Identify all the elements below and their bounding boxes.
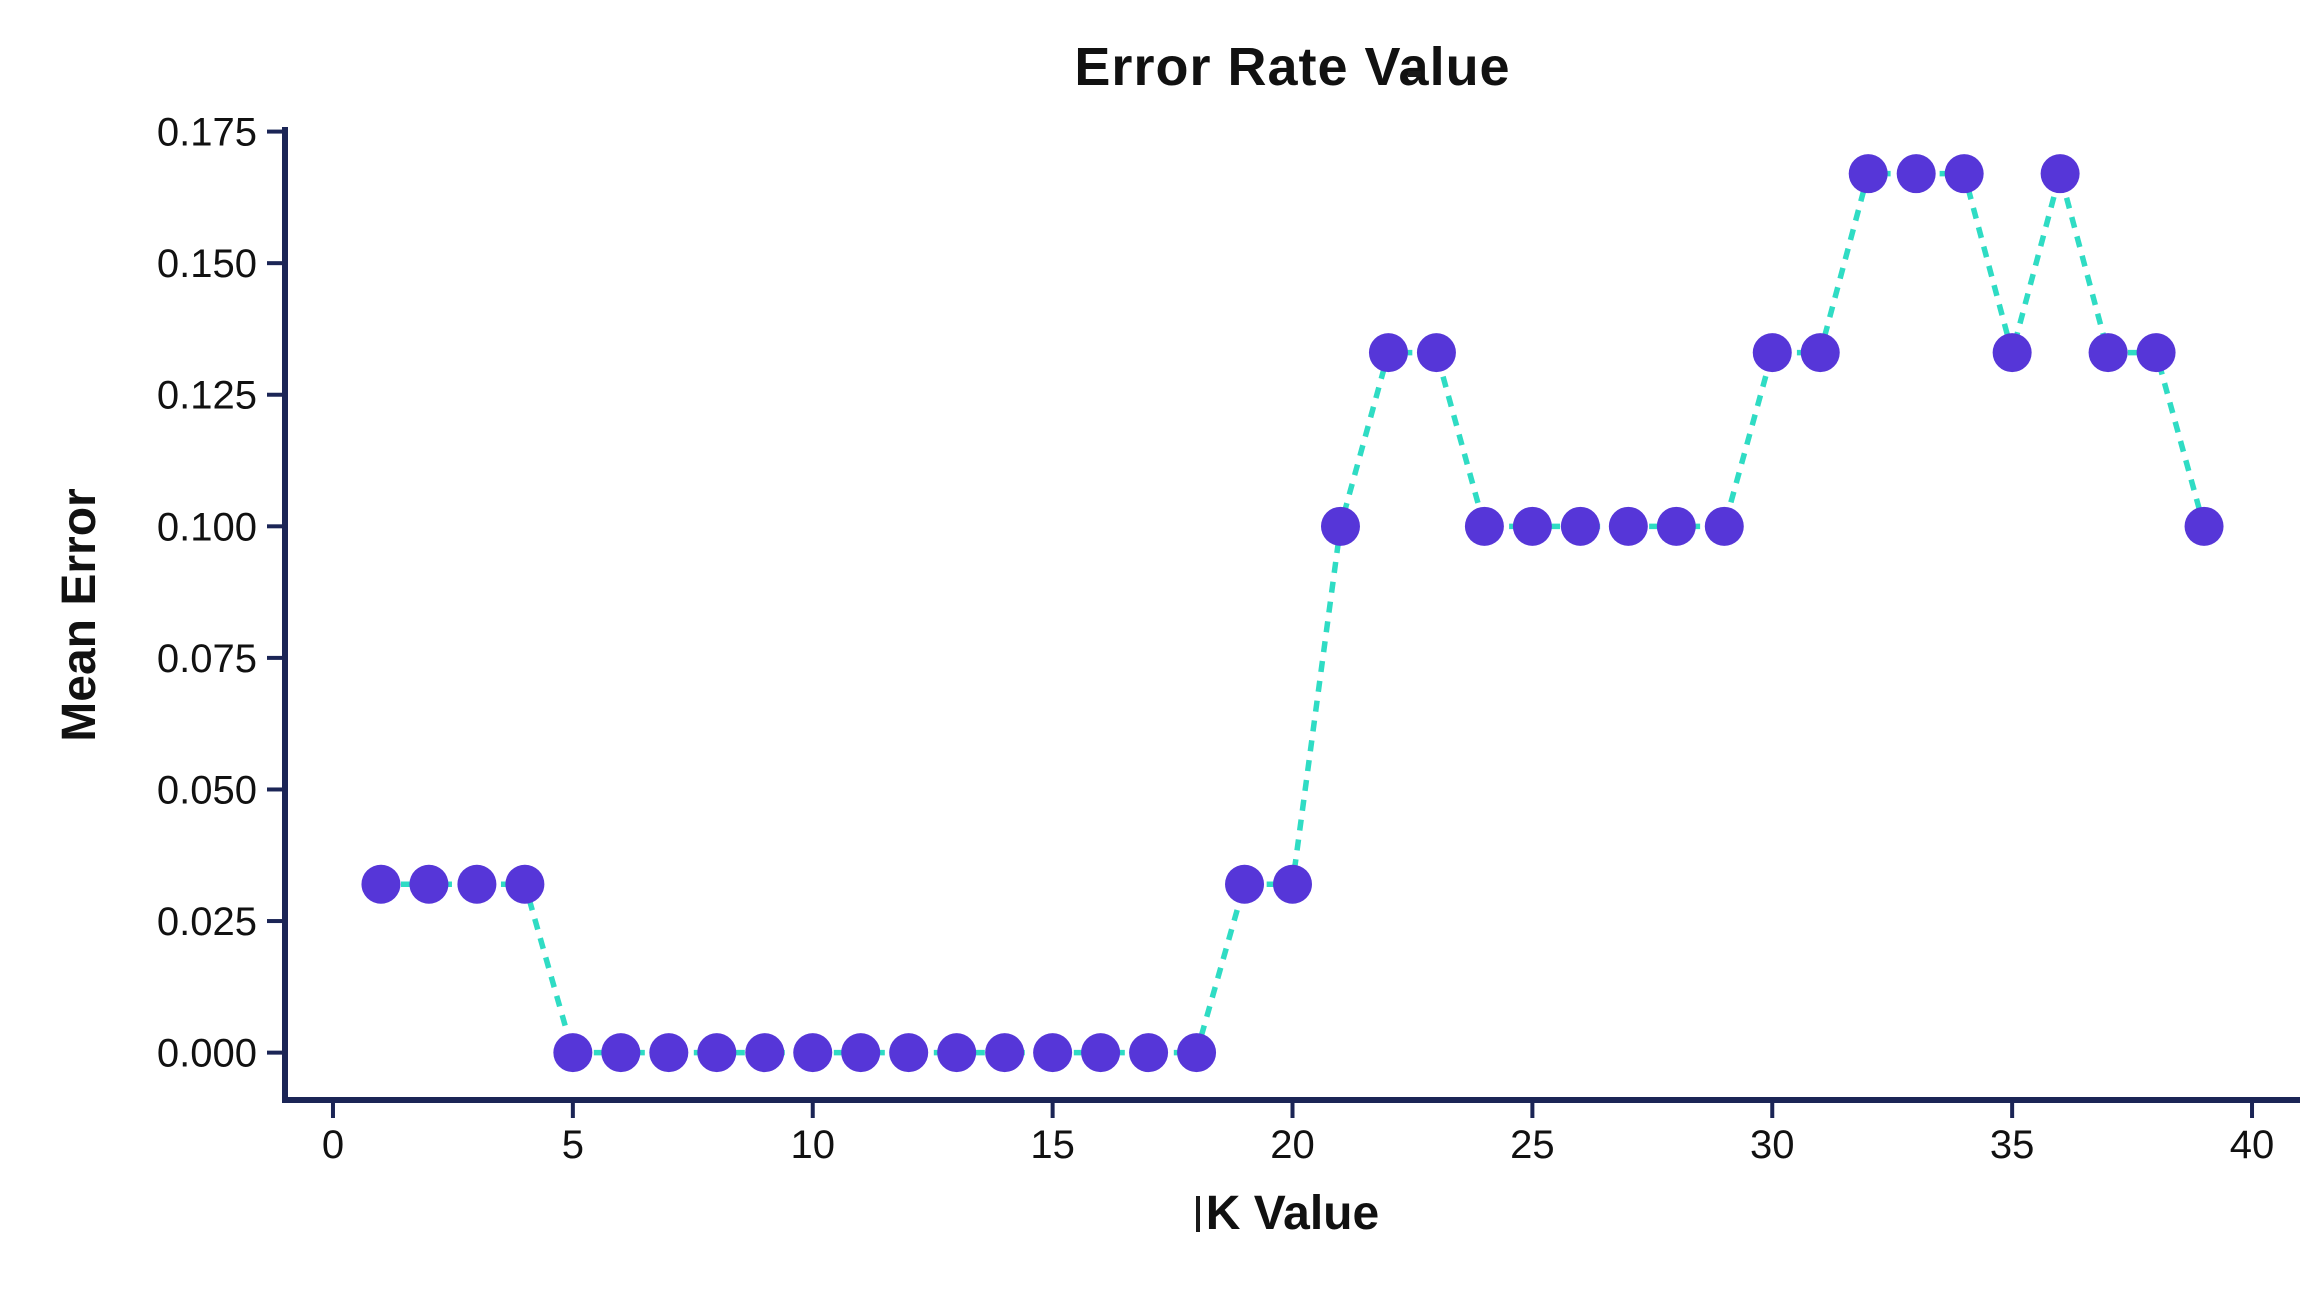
- x-axis-label: K Value: [1205, 1187, 1380, 1240]
- data-point-k34: [1944, 154, 1984, 194]
- chart-title: Error Rate Value: [1074, 37, 1511, 97]
- y-tick-label: 0.125: [157, 374, 257, 418]
- data-point-k35: [1992, 333, 2032, 373]
- x-tick-label: 15: [1030, 1123, 1075, 1167]
- data-point-k7: [649, 1033, 689, 1073]
- data-point-k18: [1177, 1033, 1217, 1073]
- y-tick-label: 0.050: [157, 768, 257, 812]
- data-point-k38: [2136, 333, 2176, 373]
- x-tick-label: 20: [1270, 1123, 1315, 1167]
- data-point-k5: [553, 1033, 593, 1073]
- data-point-k14: [985, 1033, 1025, 1073]
- data-point-k6: [601, 1033, 641, 1073]
- data-point-k26: [1560, 506, 1600, 546]
- data-point-k24: [1464, 506, 1504, 546]
- data-point-k16: [1081, 1033, 1121, 1073]
- x-tick-label: 10: [790, 1123, 835, 1167]
- y-tick-label: 0.000: [157, 1032, 257, 1076]
- data-point-k12: [889, 1033, 929, 1073]
- text-cursor-artifact-xlabel: [1196, 1196, 1200, 1232]
- x-tick-label: 30: [1750, 1123, 1795, 1167]
- y-tick-label: 0.025: [157, 900, 257, 944]
- y-tick-label: 0.075: [157, 637, 257, 681]
- y-tick-label: 0.175: [157, 111, 257, 155]
- data-point-k15: [1033, 1033, 1073, 1073]
- data-point-k36: [2040, 154, 2080, 194]
- data-point-k39: [2184, 506, 2224, 546]
- data-point-k32: [1848, 154, 1888, 194]
- data-point-k2: [409, 864, 449, 904]
- data-point-k29: [1704, 506, 1744, 546]
- data-point-k17: [1129, 1033, 1169, 1073]
- x-tick-label: 40: [2230, 1123, 2275, 1167]
- y-tick-label: 0.150: [157, 242, 257, 286]
- x-tick-label: 35: [1990, 1123, 2035, 1167]
- text-cursor-artifact-title: [1408, 71, 1421, 77]
- data-point-k28: [1656, 506, 1696, 546]
- data-point-k1: [361, 864, 401, 904]
- data-point-k20: [1273, 864, 1312, 904]
- x-tick-label: 0: [322, 1123, 344, 1167]
- data-point-k21: [1320, 506, 1360, 546]
- data-point-k4: [505, 864, 545, 904]
- error-rate-line: [380, 163, 2207, 1056]
- x-tick-label: 25: [1510, 1123, 1555, 1167]
- data-point-k30: [1752, 333, 1792, 373]
- data-point-k33: [1896, 154, 1936, 194]
- x-tick-label: 5: [562, 1123, 584, 1167]
- data-point-k25: [1512, 506, 1552, 546]
- y-tick-label: 0.100: [157, 505, 257, 549]
- data-point-k13: [937, 1033, 977, 1073]
- data-point-k31: [1800, 333, 1840, 373]
- data-point-k9: [745, 1033, 785, 1073]
- data-point-k3: [457, 864, 497, 904]
- data-point-k19: [1225, 864, 1265, 904]
- data-point-k27: [1608, 506, 1648, 546]
- data-point-k37: [2088, 333, 2128, 373]
- data-point-k22: [1368, 333, 1408, 373]
- data-point-k8: [697, 1033, 737, 1073]
- data-point-k11: [841, 1033, 881, 1073]
- data-point-k23: [1416, 333, 1456, 373]
- data-point-k10: [793, 1033, 833, 1073]
